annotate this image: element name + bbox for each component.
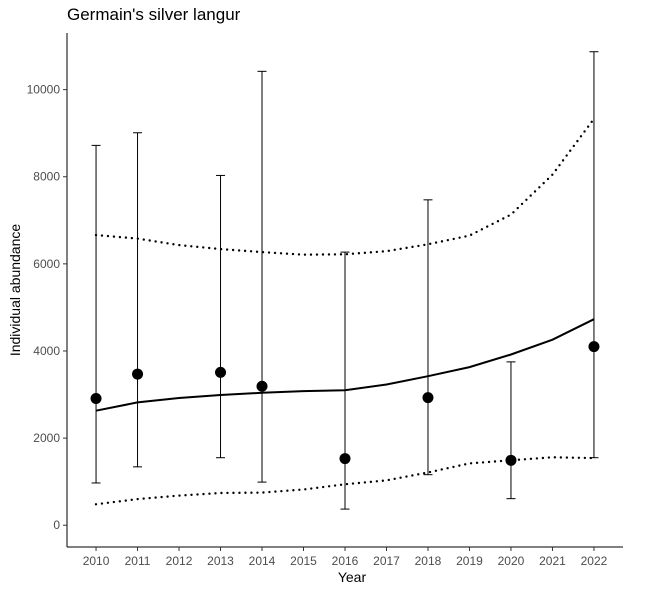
x-tick-label: 2022 — [581, 554, 608, 568]
x-tick-label: 2020 — [498, 554, 525, 568]
y-axis-title: Individual abundance — [7, 224, 23, 357]
x-tick-label: 2021 — [539, 554, 566, 568]
chart-title: Germain's silver langur — [67, 5, 241, 24]
data-point — [132, 368, 144, 380]
y-axis-ticks: 0 2000 4000 6000 8000 10000 — [27, 83, 67, 532]
y-tick-label: 2000 — [33, 431, 60, 445]
x-tick-label: 2014 — [249, 554, 276, 568]
error-bars — [91, 51, 599, 510]
x-axis-title: Year — [338, 569, 367, 585]
y-tick-label: 6000 — [33, 257, 60, 271]
data-point — [422, 392, 434, 404]
data-point — [339, 453, 351, 465]
interval-line — [94, 456, 596, 506]
y-tick-label: 8000 — [33, 170, 60, 184]
x-tick-label: 2012 — [166, 554, 193, 568]
x-axis-ticks: 2010 2011 2012 2013 2014 2015 2016 2017 2018 2019… — [83, 547, 608, 568]
x-tick-label: 2015 — [290, 554, 317, 568]
x-tick-label: 2016 — [332, 554, 359, 568]
data-point — [256, 380, 268, 392]
x-tick-label: 2019 — [456, 554, 483, 568]
x-tick-label: 2013 — [207, 554, 234, 568]
data-point — [505, 454, 517, 466]
y-tick-label: 4000 — [33, 344, 60, 358]
data-points — [90, 341, 600, 466]
data-point — [588, 341, 600, 353]
x-tick-label: 2018 — [415, 554, 442, 568]
y-tick-label: 10000 — [27, 83, 61, 97]
y-tick-label: 0 — [53, 518, 60, 532]
data-point — [90, 392, 102, 404]
data-point — [215, 366, 227, 378]
interval-line — [94, 117, 596, 256]
x-tick-label: 2017 — [373, 554, 400, 568]
x-tick-label: 2010 — [83, 554, 110, 568]
x-tick-label: 2011 — [125, 554, 151, 568]
